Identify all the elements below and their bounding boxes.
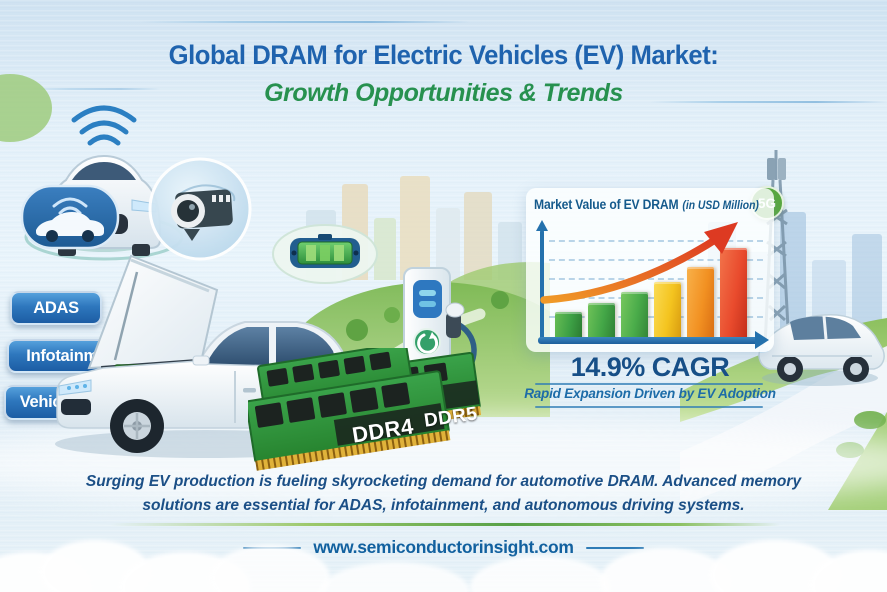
chart-gridline (549, 240, 763, 242)
chart-title-note: (in USD Million) (682, 200, 759, 212)
ram-module-front (248, 370, 451, 471)
ev-battery-icon (272, 224, 378, 284)
cagr-value: 14.9% CAGR (570, 352, 730, 382)
open-hood (87, 254, 219, 370)
green-divider (110, 523, 780, 526)
chart-bar (621, 292, 648, 340)
decor-line (30, 88, 160, 90)
ram-stick-icon (248, 348, 482, 471)
chart-title-text: Market Value of EV DRAM (534, 197, 679, 212)
chart-bar (654, 282, 681, 340)
chart-gridline (549, 278, 763, 280)
camera-sensor-icon (148, 157, 252, 261)
cloud (320, 562, 470, 592)
grass-corner (0, 74, 52, 142)
chart-x-axis-arrow (755, 331, 769, 349)
website-divider-right (585, 546, 644, 549)
page-title-line2: Growth Opportunities & Trends (264, 79, 623, 107)
headlight (58, 379, 92, 396)
right-car-illustration (758, 314, 885, 386)
website-url[interactable]: www.semiconductorinsight.com (313, 537, 574, 557)
chart-bar (720, 248, 747, 340)
chart-bar (588, 303, 615, 340)
cloud (470, 556, 610, 592)
car-side-wifi-icon (20, 184, 120, 250)
chart-bars (552, 248, 767, 340)
chart-bar (555, 312, 582, 340)
chart-title: Market Value of EV DRAM (in USD Million) (534, 196, 759, 214)
decor-line (140, 21, 470, 23)
page-title-line1: Global DRAM for Electric Vehicles (EV) M… (168, 40, 719, 70)
chart-x-axis (538, 337, 758, 344)
chart-gridline (549, 259, 763, 261)
side-mirror (192, 355, 210, 366)
chart-y-axis-arrow (536, 220, 548, 231)
feature-pill-adas: ADAS (10, 291, 102, 325)
chart-bar (687, 267, 714, 340)
growth-arrow-icon (540, 222, 738, 304)
chart-y-axis (540, 230, 544, 340)
footer-description-line2: solutions are essential for ADAS, infota… (142, 497, 745, 514)
cloud (210, 545, 330, 592)
grille (61, 399, 91, 415)
front-wheel (110, 399, 164, 453)
cagr-subtitle: Rapid Expansion Driven by EV Adoption (524, 386, 776, 401)
cagr-divider (535, 383, 763, 385)
decor-line (650, 101, 887, 103)
feature-label: ADAS (33, 298, 79, 317)
footer-description-line1: Surging EV production is fueling skyrock… (85, 473, 802, 490)
cagr-divider (535, 406, 763, 408)
wifi-signal-icon (71, 105, 137, 146)
